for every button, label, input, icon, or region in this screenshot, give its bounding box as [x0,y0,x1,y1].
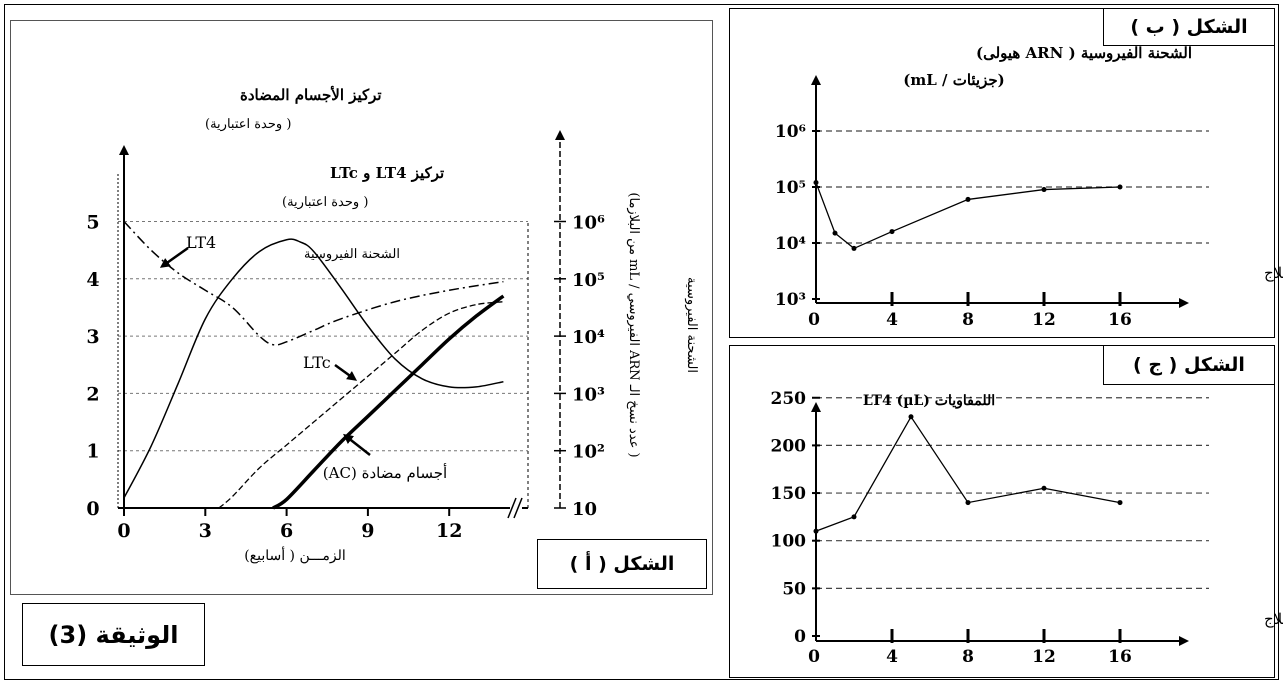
viral-load-y-tick-label: 10⁴ [775,234,806,254]
antibody-curve [272,294,505,510]
lt4-data-point [965,500,971,506]
viral-load-x-tick-label: 12 [1032,310,1056,330]
viral-load-line [815,182,1121,250]
x-tick-label: 3 [199,520,212,542]
right-tick-label: 10⁵ [572,270,605,291]
x-tick-label: 0 [117,520,130,542]
left-tick-label: 4 [86,269,99,291]
lt4-x-tick-label: 12 [1032,647,1056,667]
viral-load-data-point [889,229,895,235]
axis-break-1 [507,497,517,519]
antibody-annotation: أجسام مضادة (AC) [323,463,447,482]
lt4-annotation: LT4 [186,233,216,252]
figure-b-label: الشكل ( ب ) [1103,8,1275,46]
lt4-data-point [908,414,914,420]
ltc-annotation-arrow [334,363,358,381]
x-tick-label: 9 [361,520,374,542]
right-tick-label: 10⁶ [572,213,605,234]
figure-a-label: الشكل ( أ ) [537,539,707,589]
axis-break-2 [513,497,523,519]
lt4-y-tick-label: 50 [782,579,806,599]
figure-c-chart: 0 50 100 150 200 250 0 4 8 12 16 اللمفاويات LT4 (µ… [771,389,1283,667]
viral-load-data-point [1041,187,1047,193]
right-tick-label: 10² [572,442,605,463]
lt4-x-tick-label: 0 [808,647,820,667]
lt4-data-point [1117,500,1123,506]
lt4-x-tick-label: 4 [886,647,898,667]
x-tick-label: 6 [280,520,293,542]
lt4-curve [123,220,504,346]
treatment-x-label: أسابيع العلاج [1264,263,1283,282]
viral-load-data-point [851,245,857,251]
viral-load-x-tick-label: 8 [962,310,974,330]
viral-load-data-point [813,180,819,186]
lt4-y-tick-label: 0 [794,627,806,647]
right-tick-label: 10³ [572,384,605,405]
figure-b-frame [729,8,1275,338]
viral-axis-label: ( عدد نسخ الـ ARN الفيروسي / mL من البلا… [626,192,641,457]
lt4-annotation-arrow [159,246,189,268]
left-tick-label: 5 [86,212,99,234]
antibody-annotation-arrow [343,433,371,456]
lt4-y-label: اللمفاويات LT4 (µL) [863,393,995,409]
viral-load-y-label: الشحنة الفيروسية ( ARN هيولى) [976,44,1192,62]
time-axis-label: الزمـــن ( أسابيع) [244,545,346,564]
antibody-axis-unit: ( وحدة اعتبارية) [205,117,291,132]
figure-b-chart: 10³ 10⁴ 10⁵ 10⁶ 0 4 8 12 16 الشحنة الفيروسية ( A… [775,44,1283,330]
lt4-data-point [851,514,857,520]
viral-load-data-point [965,196,971,202]
lt4-y-tick-label: 250 [771,389,807,409]
figure-c-label: الشكل ( ج ) [1103,345,1275,385]
figure-a-frame [10,20,713,595]
ltc-annotation: LTc [303,353,331,372]
viral-load-y-unit: (جزيئات / mL) [903,71,1005,89]
figure-c-frame [729,345,1275,678]
viral-load-curve [123,238,504,499]
lt4-x-tick-label: 16 [1108,647,1132,667]
left-tick-label: 0 [86,498,99,520]
viral-load-x-tick-label: 0 [808,310,820,330]
viral-load-y-tick-label: 10⁶ [775,122,806,142]
viral-load-annotation: الشحنة الفيروسية [304,247,400,262]
lt4-data-point [1041,485,1047,491]
viral-axis-title: الشحنة الفيروسية [684,277,699,373]
antibody-axis-label: تركيز الأجسام المضادة [240,85,382,104]
viral-load-x-tick-label: 16 [1108,310,1132,330]
left-tick-label: 2 [86,383,99,405]
left-tick-label: 1 [86,441,99,463]
lt4-y-tick-label: 100 [771,532,807,552]
lt4-y-tick-label: 200 [771,436,807,456]
viral-load-data-point [832,230,838,236]
right-tick-label: 10⁴ [572,327,605,348]
viral-load-x-tick-label: 4 [886,310,898,330]
lt-axis-unit: ( وحدة اعتبارية) [282,195,368,210]
viral-load-y-tick-label: 10³ [775,290,806,310]
lt4-x-tick-label: 8 [962,647,974,667]
ltc-curve [218,301,504,509]
lt4-y-tick-label: 150 [771,484,807,504]
viral-load-data-point [1117,184,1123,190]
x-tick-label: 12 [436,520,462,542]
viral-load-y-tick-label: 10⁵ [775,178,806,198]
right-tick-label: 10 [572,499,597,520]
document-label: الوثيقة (3) [22,603,205,666]
left-tick-label: 3 [86,326,99,348]
lt4-line [815,415,1121,532]
treatment-x-label: أسابيع العلاج [1264,609,1283,628]
lt-axis-label: تركيز LT4 و LTc [330,164,444,182]
lt4-data-point [813,528,819,534]
